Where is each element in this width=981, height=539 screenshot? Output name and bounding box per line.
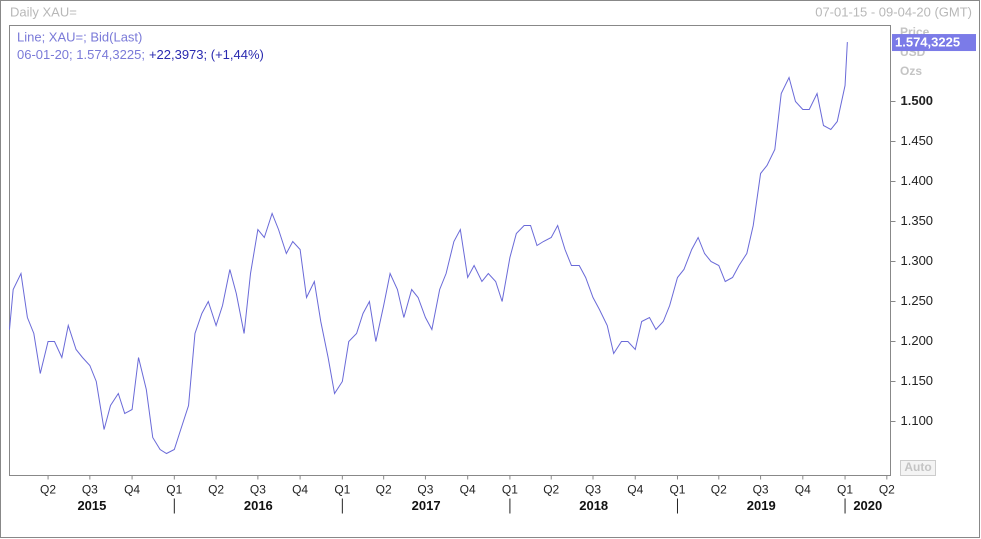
year-label: 2019 — [747, 498, 776, 513]
price-line — [9, 42, 848, 455]
last-price-box — [892, 34, 976, 52]
chart-title: Daily XAU= — [10, 4, 77, 19]
year-label: 2017 — [412, 498, 441, 513]
y-tick-label: 1.400 — [901, 173, 934, 188]
x-tick-label: Q4 — [627, 483, 643, 497]
x-tick-label: Q4 — [292, 483, 308, 497]
y-tick-label: 1.150 — [901, 373, 934, 388]
x-tick-label: Q4 — [795, 483, 811, 497]
y-tick-label: 1.250 — [901, 293, 934, 308]
x-tick-label: Q3 — [250, 483, 266, 497]
x-tick-label: Q1 — [502, 483, 518, 497]
legend-change: +22,3973; (+1,44%) — [149, 47, 264, 62]
x-tick-label: Q2 — [879, 483, 895, 497]
plot-area — [9, 25, 891, 476]
x-tick-label: Q1 — [334, 483, 350, 497]
legend-detail: 06-01-20; 1.574,3225; +22,3973; (+1,44%) — [17, 47, 264, 62]
legend-entry: Line; XAU=; Bid(Last) — [17, 29, 142, 44]
x-tick-label: Q2 — [543, 483, 559, 497]
year-label: 2020 — [853, 498, 882, 513]
x-tick-label: Q3 — [82, 483, 98, 497]
year-label: 2018 — [579, 498, 608, 513]
x-tick-label: Q2 — [208, 483, 224, 497]
x-tick-label: Q2 — [711, 483, 727, 497]
y-tick-label: 1.100 — [901, 413, 934, 428]
date-range: 07-01-15 - 09-04-20 (GMT) — [815, 4, 972, 19]
y-tick-label: 1.350 — [901, 213, 934, 228]
y-tick-label: 1.450 — [901, 133, 934, 148]
x-tick-label: Q3 — [585, 483, 601, 497]
x-tick-label: Q3 — [417, 483, 433, 497]
x-tick-label: Q2 — [40, 483, 56, 497]
y-tick-label: 1.500 — [901, 93, 934, 108]
year-label: 2016 — [244, 498, 273, 513]
y-tick-label: 1.300 — [901, 253, 934, 268]
x-tick-label: Q1 — [166, 483, 182, 497]
year-label: 2015 — [77, 498, 106, 513]
x-tick-label: Q1 — [837, 483, 853, 497]
x-tick-label: Q4 — [124, 483, 140, 497]
x-tick-label: Q2 — [376, 483, 392, 497]
legend-detail-values: 06-01-20; 1.574,3225; — [17, 47, 145, 62]
last-price-label: 1.574,3225 — [895, 34, 960, 49]
auto-button-label[interactable]: Auto — [904, 460, 931, 474]
x-tick-label: Q4 — [460, 483, 476, 497]
x-tick-label: Q1 — [669, 483, 685, 497]
axis-label: Ozs — [900, 64, 922, 78]
x-tick-label: Q3 — [753, 483, 769, 497]
y-tick-label: 1.200 — [901, 333, 934, 348]
auto-button[interactable]: Auto — [900, 460, 936, 476]
auto-button-box[interactable] — [900, 460, 936, 476]
